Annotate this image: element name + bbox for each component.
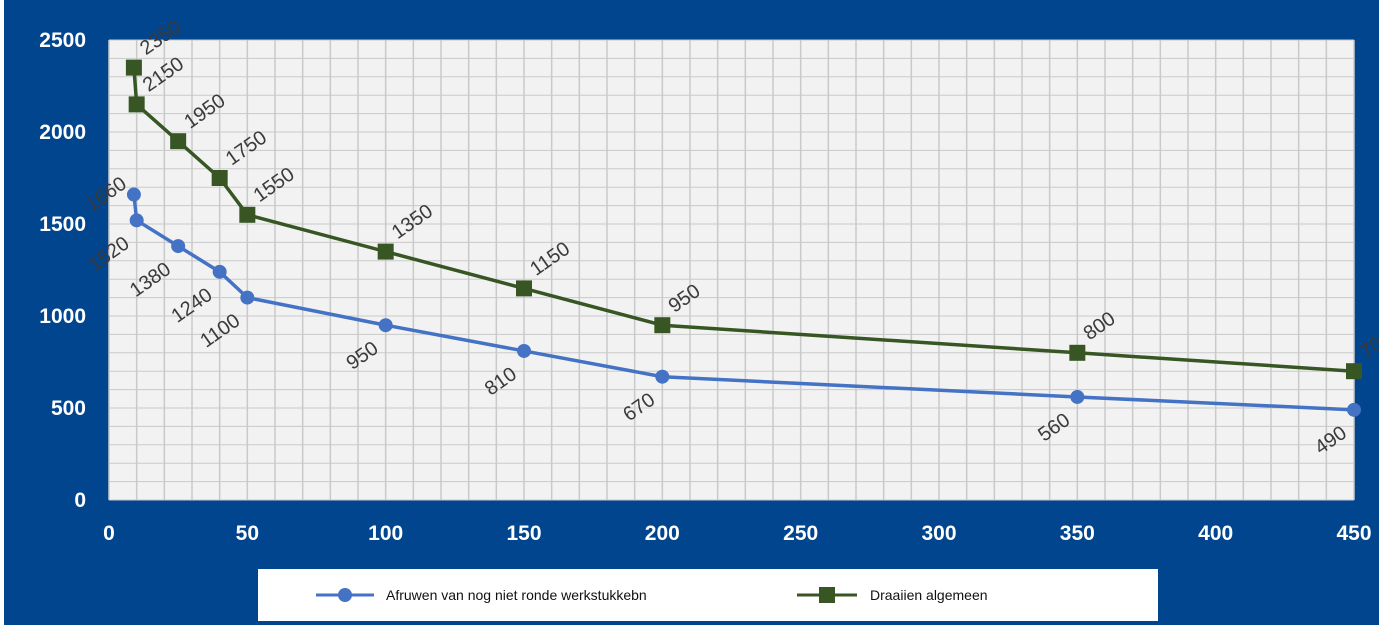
y-tick-label: 1500 — [39, 213, 86, 236]
gridlines — [108, 39, 1355, 501]
data-point-marker — [1347, 402, 1361, 417]
data-point-marker — [171, 239, 186, 254]
data-point-marker — [1346, 363, 1362, 380]
data-point-marker — [129, 213, 144, 228]
data-point-marker — [1070, 389, 1085, 404]
y-tick-label: 0 — [74, 489, 86, 512]
plot-area — [109, 40, 1354, 500]
data-point-marker — [211, 170, 228, 186]
x-tick-label: 200 — [645, 522, 680, 545]
x-tick-label: 250 — [783, 522, 818, 545]
data-point-marker — [654, 317, 671, 334]
data-point-marker — [240, 290, 255, 305]
y-tick-label: 1000 — [39, 305, 86, 328]
x-tick-label: 100 — [368, 522, 403, 545]
x-tick-label: 50 — [236, 522, 259, 545]
x-tick-label: 450 — [1336, 522, 1371, 545]
x-tick-label: 150 — [506, 522, 541, 545]
data-point-marker — [517, 343, 531, 358]
data-point-marker — [377, 243, 394, 260]
x-tick-label: 400 — [1198, 522, 1233, 545]
legend-marker-green — [819, 587, 835, 603]
y-tick-label: 500 — [51, 397, 86, 420]
line-chart: 0 50 100 150 200 250 300 350 400 450 0 500 1000 1500 2… — [39, 16, 1379, 621]
legend-box — [258, 569, 1158, 621]
data-point-marker — [212, 264, 227, 279]
legend-label-green: Draaiien algemeen — [870, 587, 988, 603]
data-point-marker — [128, 96, 145, 113]
y-tick-label: 2000 — [39, 121, 86, 144]
legend: Afruwen van nog niet ronde werkstukkebn … — [258, 569, 1158, 621]
series-line-1 — [132, 67, 1355, 373]
data-point-marker — [239, 206, 256, 223]
data-point-marker — [655, 369, 670, 384]
data-point-marker — [170, 133, 187, 150]
y-tick-label: 2500 — [39, 29, 86, 52]
x-tick-label: 350 — [1060, 522, 1095, 545]
data-label: 700 — [1356, 326, 1379, 363]
chart-frame: 0 50 100 150 200 250 300 350 400 450 0 500 1000 1500 2… — [4, 0, 1379, 625]
data-point-marker — [378, 318, 393, 333]
series-lines — [125, 59, 1362, 417]
data-point-marker — [516, 280, 532, 297]
x-tick-label: 0 — [103, 522, 115, 545]
x-tick-label: 300 — [921, 522, 956, 545]
data-point-marker — [126, 187, 141, 202]
axis-tick-labels: 0 50 100 150 200 250 300 350 400 450 0 500 1000 1500 2… — [39, 29, 1371, 545]
data-point-marker — [1069, 344, 1086, 361]
series-line-0 — [132, 194, 1355, 412]
legend-label-blue: Afruwen van nog niet ronde werkstukkebn — [386, 587, 647, 603]
data-point-marker — [125, 59, 142, 76]
legend-marker-blue — [338, 588, 352, 602]
